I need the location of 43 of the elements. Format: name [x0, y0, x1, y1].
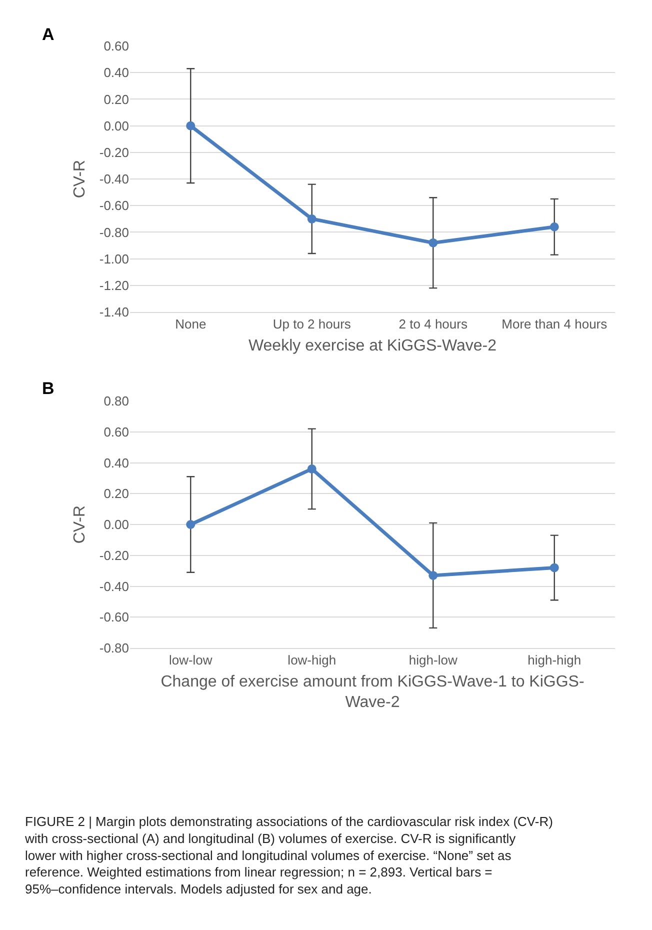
x-tick-label: None	[175, 316, 206, 332]
y-axis-title: CV-R	[71, 505, 88, 544]
point	[186, 520, 196, 529]
y-tick-label: -1.40	[99, 304, 129, 320]
y-tick-label: -0.60	[99, 198, 129, 214]
x-tick-label: low-low	[168, 652, 213, 668]
x-tick-label: high-low	[408, 652, 458, 668]
y-axis-title: CV-R	[71, 160, 88, 198]
caption: FIGURE 2 | Margin plots demonstrating associations of the cardiovascular risk index (CV-R) with cross-sectional (A) and longitudinal (B) volumes of exercise. CV-R is significantly lower with higher cross-sectional and longitudinal volumes of exercise. “None” set as reference. Weighted estimations from linear regression; n = 2,893. Vertical bars = 95%–confidence intervals. Models adjusted for sex and age.	[24, 814, 553, 897]
y-tick-label: -0.80	[99, 224, 129, 240]
y-tick-label: -0.20	[99, 548, 129, 563]
x-tick-label: More than 4 hours	[502, 316, 608, 332]
x-tick-label: high-high	[528, 652, 582, 668]
point	[186, 121, 196, 130]
x-tick-label: low-high	[288, 652, 336, 668]
point	[428, 570, 438, 580]
y-tick-label: -0.80	[99, 640, 129, 656]
point	[550, 563, 559, 572]
chart-title: B	[42, 379, 54, 398]
y-tick-label: 0.20	[104, 486, 129, 502]
x-tick-label: Up to 2 hours	[272, 316, 352, 332]
y-tick-label: -1.20	[99, 278, 129, 293]
y-tick-label: -0.40	[99, 172, 129, 187]
y-tick-label: 0.40	[104, 455, 129, 470]
point	[307, 464, 316, 474]
x-axis-title: Weekly exercise at KiGGS-Wave-2	[248, 337, 497, 354]
y-tick-label: 0.00	[104, 118, 129, 134]
point	[428, 238, 438, 248]
y-tick-label: -1.00	[99, 251, 129, 266]
x-tick-label: 2 to 4 hours	[398, 316, 468, 332]
y-tick-label: -0.20	[99, 144, 129, 160]
x-axis-title: Change of exercise amount from KiGGS-Wave-1 to KiGGS-Wave-2	[160, 673, 584, 712]
y-tick-label: 0.60	[104, 38, 129, 54]
y-tick-label: 0.80	[104, 394, 129, 409]
point	[307, 214, 316, 224]
y-tick-label: 0.00	[104, 517, 129, 532]
point	[550, 222, 559, 232]
y-tick-label: 0.20	[104, 92, 129, 107]
y-tick-label: 0.60	[104, 424, 129, 440]
y-tick-label: -0.40	[99, 578, 129, 594]
chart-title: A	[42, 25, 54, 44]
y-tick-label: 0.40	[104, 65, 129, 80]
y-tick-label: -0.60	[99, 610, 129, 625]
